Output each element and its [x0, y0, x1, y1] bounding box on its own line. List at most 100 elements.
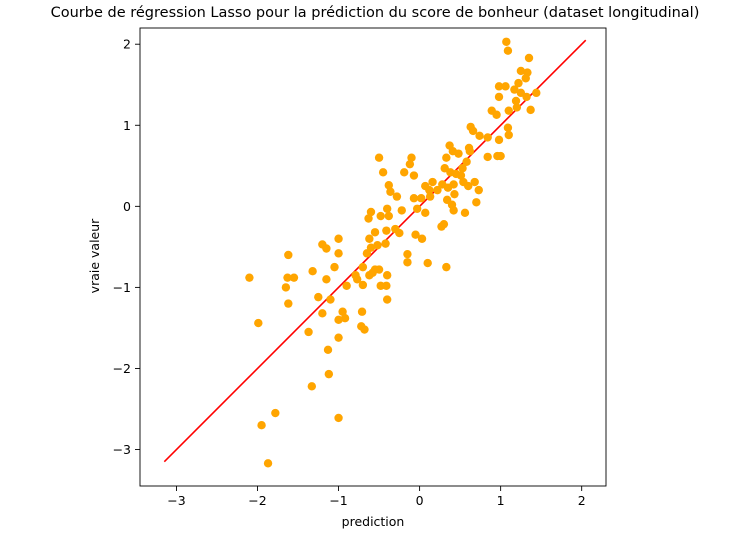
y-axis-ticks: −3 −2 −1 0 1 2	[113, 37, 140, 457]
x-tick-label: 0	[416, 493, 424, 508]
y-tick-label: −1	[113, 280, 131, 295]
data-point	[409, 194, 419, 203]
data-point	[474, 185, 483, 195]
data-point	[245, 273, 254, 282]
data-point	[376, 211, 385, 221]
data-point	[323, 345, 333, 355]
y-tick-label: 2	[123, 37, 131, 52]
data-point	[384, 211, 393, 221]
data-point	[283, 273, 292, 282]
data-point	[386, 187, 395, 196]
data-point	[516, 66, 526, 76]
data-point	[314, 292, 323, 302]
data-point	[381, 239, 390, 248]
data-point	[284, 299, 293, 308]
data-point	[365, 234, 374, 243]
data-point	[417, 234, 427, 243]
data-point	[330, 262, 339, 272]
data-point	[378, 168, 388, 177]
data-point	[494, 82, 504, 91]
data-point	[465, 147, 475, 156]
x-tick-label: 2	[578, 493, 586, 508]
data-point	[504, 106, 513, 115]
data-point	[462, 157, 471, 166]
data-point	[458, 164, 467, 173]
data-point	[334, 413, 343, 423]
x-tick-label: −2	[248, 493, 266, 508]
data-point	[334, 234, 343, 243]
data-point	[370, 228, 380, 237]
x-axis-ticks: −3 −2 −1 0 1 2	[167, 486, 586, 508]
data-point	[338, 307, 347, 316]
data-point	[442, 153, 451, 162]
data-point	[307, 382, 317, 391]
data-point	[324, 369, 334, 379]
data-point	[522, 92, 531, 102]
data-point	[257, 421, 266, 430]
data-point	[271, 408, 280, 418]
plot-frame	[139, 27, 607, 487]
data-point	[442, 262, 451, 272]
data-point	[254, 318, 263, 328]
data-point	[450, 189, 459, 199]
data-point	[496, 151, 505, 161]
data-point	[382, 281, 391, 290]
data-point	[464, 181, 473, 191]
x-axis-label: prediction	[342, 514, 405, 529]
data-point	[514, 78, 523, 88]
data-point	[382, 204, 392, 213]
data-point	[472, 198, 481, 207]
data-point	[475, 131, 484, 141]
data-point	[358, 280, 368, 290]
data-point	[403, 258, 412, 267]
data-point	[511, 96, 521, 106]
data-point	[284, 250, 293, 260]
data-point	[366, 207, 376, 217]
data-point	[405, 159, 415, 169]
data-point	[357, 307, 367, 316]
data-point	[308, 266, 317, 276]
data-point	[334, 333, 343, 342]
data-point	[494, 135, 504, 145]
data-point	[510, 85, 519, 94]
data-point	[503, 46, 513, 55]
data-point	[382, 271, 392, 280]
data-point	[443, 183, 453, 192]
data-point	[365, 271, 374, 280]
y-tick-label: −3	[113, 442, 131, 457]
data-point	[521, 74, 530, 83]
data-point	[384, 181, 393, 190]
y-tick-label: −2	[113, 361, 131, 376]
data-point	[322, 244, 331, 253]
data-point	[364, 214, 373, 223]
data-point	[460, 208, 470, 218]
data-point	[318, 309, 327, 318]
data-point	[340, 314, 350, 323]
data-point	[289, 273, 299, 282]
data-point	[397, 206, 406, 215]
data-point	[353, 275, 362, 284]
data-point	[342, 281, 351, 290]
data-point	[403, 249, 412, 259]
data-point	[483, 133, 492, 142]
y-axis-label: vraie valeur	[87, 218, 102, 293]
data-point	[501, 82, 510, 91]
data-point	[360, 325, 369, 334]
data-point	[532, 88, 541, 98]
data-point	[374, 265, 384, 274]
y-tick-label: 1	[123, 118, 131, 133]
data-point	[407, 153, 416, 162]
points-layer	[245, 37, 541, 468]
data-point	[421, 208, 430, 218]
data-point	[374, 153, 384, 162]
data-point	[492, 110, 501, 119]
data-point	[334, 315, 343, 325]
chart-title: Courbe de régression Lasso pour la prédi…	[51, 5, 700, 21]
data-point	[483, 152, 492, 162]
data-point	[423, 258, 432, 268]
data-point	[334, 249, 343, 258]
data-point	[382, 295, 392, 304]
data-point	[433, 185, 442, 195]
data-point	[395, 228, 404, 238]
